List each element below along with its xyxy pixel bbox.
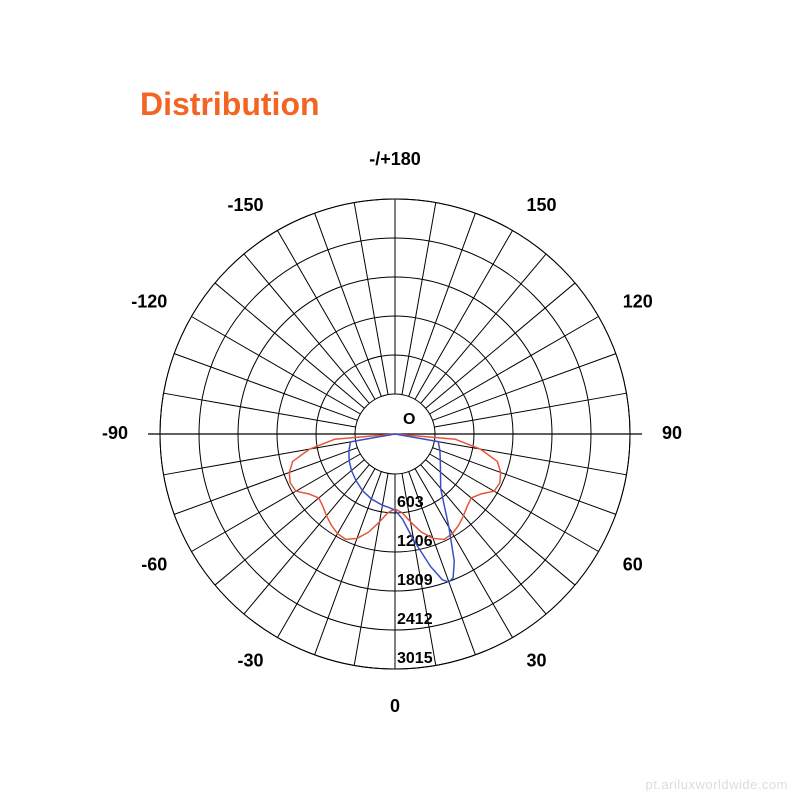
ring-label: 3015 [397, 650, 433, 667]
angle-label: 30 [527, 651, 547, 671]
angle-label: -60 [141, 554, 167, 574]
angle-label: 150 [527, 195, 557, 215]
grid-spoke [426, 283, 575, 408]
grid-spoke [434, 393, 626, 427]
ring-label: 2412 [397, 611, 433, 628]
grid-spoke [164, 393, 356, 427]
center-label: O [403, 411, 415, 428]
grid-spoke [215, 283, 364, 408]
grid-spoke [174, 448, 357, 515]
angle-label: -150 [227, 195, 263, 215]
angle-label: 120 [623, 291, 653, 311]
grid-spoke [354, 203, 388, 395]
grid-spoke [244, 254, 369, 403]
ring-label: 1809 [397, 572, 433, 589]
angle-label: -30 [237, 651, 263, 671]
grid-spoke [433, 354, 616, 421]
grid-spoke [164, 441, 356, 475]
grid-spoke [354, 473, 388, 665]
grid-spoke [315, 213, 382, 396]
grid-spoke [402, 203, 436, 395]
angle-label: -/+180 [369, 149, 421, 169]
polar-chart: 0 30 60 90 120 150 -/+180 -150 -120 -90 -60 -30 O 603… [0, 0, 800, 800]
grid-spoke [433, 448, 616, 515]
angle-label: 90 [662, 423, 682, 443]
grid-spoke [409, 213, 476, 396]
grid-spoke [174, 354, 357, 421]
angle-label: -90 [102, 423, 128, 443]
grid-spoke [421, 254, 546, 403]
watermark-text: pt.ariluxworldwide.com [646, 777, 789, 792]
grid-spoke [434, 441, 626, 475]
angle-label: 0 [390, 696, 400, 716]
angle-label: 60 [623, 554, 643, 574]
angle-label: -120 [131, 291, 167, 311]
ring-label: 603 [397, 494, 424, 511]
